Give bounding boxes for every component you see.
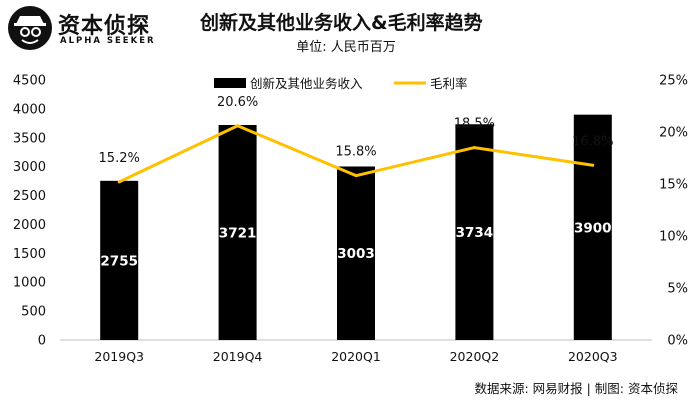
margin-value-label: 20.6%: [217, 95, 258, 110]
x-tick-label: 2020Q2: [450, 349, 500, 364]
bar-value-label: 3003: [337, 246, 375, 262]
margin-point-2020Q1: [354, 174, 358, 178]
brand-block: 资本侦探 ALPHA SEEKER: [8, 6, 158, 50]
x-tick-label: 2020Q1: [331, 349, 381, 364]
margin-value-label: 15.2%: [99, 151, 140, 166]
y-left-tick-label: 500: [21, 305, 46, 320]
x-tick-label: 2019Q3: [94, 349, 144, 364]
y-right-tick-label: 25%: [659, 74, 688, 89]
x-tick-label: 2019Q4: [213, 349, 263, 364]
y-left-tick-label: 1000: [13, 276, 46, 291]
chart-subtitle: 单位: 人民币百万: [296, 40, 396, 55]
brand-tagline: ALPHA SEEKER: [60, 36, 156, 46]
y-left-tick-label: 3000: [13, 160, 46, 175]
margin-point-2019Q4: [236, 124, 240, 128]
legend-label: 毛利率: [430, 76, 468, 91]
bar-2019Q3: [100, 180, 139, 340]
margin-point-2020Q2: [472, 146, 476, 150]
y-left-tick-label: 2500: [13, 189, 46, 204]
bar-value-label: 3734: [456, 225, 494, 241]
y-right-tick-label: 10%: [659, 230, 688, 245]
y-left-tick-label: 0: [38, 334, 46, 349]
margin-point-2019Q3: [117, 180, 121, 184]
margin-value-label: 16.8%: [572, 134, 613, 149]
y-left-tick-label: 4500: [13, 74, 46, 89]
y-left-tick-label: 4000: [13, 102, 46, 117]
margin-value-label: 15.8%: [335, 145, 376, 160]
bar-value-label: 2755: [100, 253, 138, 269]
y-right-tick-label: 5%: [667, 282, 688, 297]
legend-swatch-bar: [214, 78, 246, 88]
margin-value-label: 18.5%: [454, 117, 495, 132]
y-right-tick-label: 15%: [659, 178, 688, 193]
y-left-tick-label: 3500: [13, 131, 46, 146]
y-right-tick-label: 0%: [667, 334, 688, 349]
y-left-tick-label: 2000: [13, 218, 46, 233]
legend-label: 创新及其他业务收入: [250, 76, 363, 91]
bar-2020Q3: [573, 114, 612, 341]
y-left-tick-label: 1500: [13, 247, 46, 262]
margin-point-2020Q3: [591, 163, 595, 167]
y-right-tick-label: 20%: [659, 126, 688, 141]
brand-name: 资本侦探: [58, 14, 151, 39]
source-note: 数据来源: 网易财报 | 制图: 资本侦探: [474, 381, 678, 396]
bar-2020Q2: [455, 124, 494, 340]
bar-value-label: 3900: [574, 220, 612, 236]
x-tick-label: 2020Q3: [568, 349, 618, 364]
bar-2019Q4: [218, 125, 257, 341]
chart-title: 创新及其他业务收入&毛利率趋势: [200, 12, 483, 34]
bar-2020Q1: [337, 166, 375, 340]
bar-value-label: 3721: [219, 226, 257, 242]
detective-logo-icon: [8, 6, 52, 50]
